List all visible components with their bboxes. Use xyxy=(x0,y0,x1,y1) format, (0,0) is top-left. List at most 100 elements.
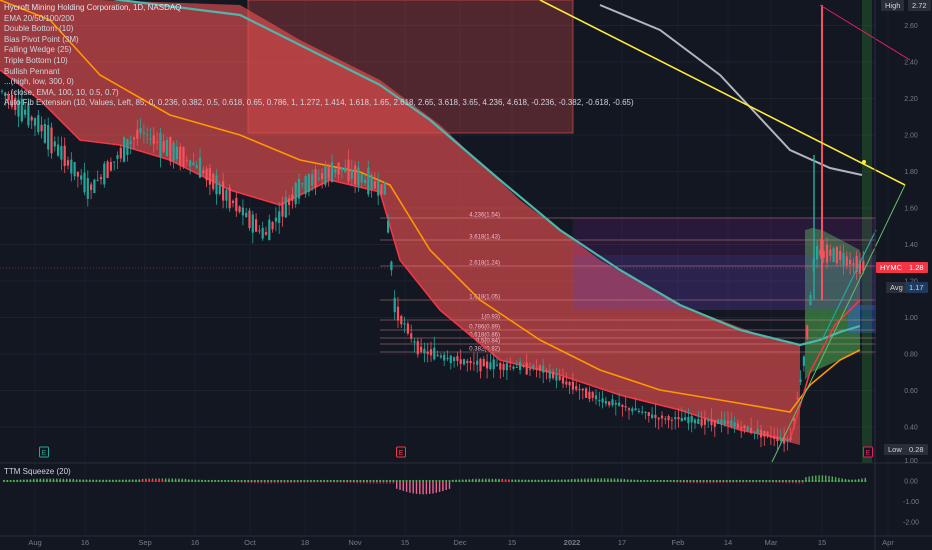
squeeze-dot xyxy=(587,479,590,483)
candle-body xyxy=(502,363,505,371)
candle-body xyxy=(317,178,320,180)
squeeze-dot xyxy=(854,479,857,483)
candle-body xyxy=(690,416,693,423)
fib-level-label: 1(0.93) xyxy=(481,315,500,321)
squeeze-dot xyxy=(771,479,775,483)
squeeze-dot xyxy=(55,479,58,483)
candle-body xyxy=(618,402,621,406)
price-axis-label: 2.20 xyxy=(904,96,918,103)
squeeze-dot xyxy=(455,479,458,483)
squeeze-dot xyxy=(580,479,583,483)
candle-body xyxy=(710,418,713,426)
squeeze-dot xyxy=(709,479,712,483)
legend-falling-wedge[interactable]: Falling Wedge (25) xyxy=(4,45,72,55)
candle-body xyxy=(753,431,756,433)
candle-body xyxy=(288,198,291,205)
legend-close-ema[interactable]: ...(close, EMA, 100, 10, 0.5, 0.7) xyxy=(4,87,119,97)
candle-body xyxy=(195,165,198,169)
candle-body xyxy=(816,245,819,260)
candle-body xyxy=(142,132,145,134)
legend-bias-pivot[interactable]: Bias Pivot Point (3M) xyxy=(4,34,79,44)
candle-body xyxy=(146,134,149,136)
price-axis-label: 1.60 xyxy=(904,206,918,213)
candle-body xyxy=(185,160,188,162)
squeeze-dot xyxy=(431,479,435,483)
time-axis-label: 2022 xyxy=(564,538,581,547)
squeeze-dot xyxy=(217,479,220,483)
squeeze-dot xyxy=(158,479,161,483)
candle-body xyxy=(466,360,469,363)
ttm-squeeze-label[interactable]: TTM Squeeze (20) xyxy=(4,467,71,476)
candle-body xyxy=(644,411,647,413)
squeeze-dot xyxy=(253,479,256,483)
avg-label-tag: Avg xyxy=(886,282,907,293)
earnings-marker-e: E xyxy=(866,450,871,457)
candle-body xyxy=(139,128,142,133)
squeeze-dot xyxy=(824,479,827,483)
candle-body xyxy=(806,325,809,339)
squeeze-dot xyxy=(365,479,369,483)
legend-high-low[interactable]: ...(high, low, 300, 0) xyxy=(4,77,74,87)
squeeze-dot xyxy=(240,479,243,483)
squeeze-dot xyxy=(16,479,19,483)
symbol-title[interactable]: Hycroft Mining Holding Corporation, 1D, … xyxy=(4,3,182,12)
squeeze-dot xyxy=(481,479,484,483)
squeeze-dot xyxy=(778,479,781,483)
candle-body xyxy=(509,365,512,367)
falling-wedge-trendline xyxy=(539,0,906,186)
squeeze-dot xyxy=(702,479,705,483)
legend-triple-bottom[interactable]: Triple Bottom (10) xyxy=(4,55,68,65)
squeeze-dot xyxy=(227,479,230,483)
squeeze-dot xyxy=(342,479,345,483)
squeeze-dot xyxy=(715,479,718,483)
pennant-upper-line xyxy=(819,4,911,61)
legend-auto-fib[interactable]: Auto Fib Extension (10, Values, Left, 85… xyxy=(4,98,634,108)
legend-bullish-pennant[interactable]: Bullish Pennant xyxy=(4,66,60,76)
candle-body xyxy=(449,355,452,364)
price-axis-label: 1.00 xyxy=(904,315,918,322)
candle-body xyxy=(825,244,829,263)
candle-body xyxy=(123,137,126,162)
candle-body xyxy=(387,220,390,233)
squeeze-dot xyxy=(761,479,765,483)
squeeze-dot xyxy=(293,479,296,483)
squeeze-dot xyxy=(464,479,468,483)
candle-body xyxy=(162,141,165,152)
legend-double-bottom[interactable]: Double Bottom (10) xyxy=(4,24,74,34)
squeeze-dot xyxy=(323,479,326,483)
candle-body xyxy=(674,417,677,420)
candle-body xyxy=(453,357,456,362)
candle-body xyxy=(314,168,317,188)
ema200-line xyxy=(599,4,863,176)
candle-body xyxy=(297,178,301,199)
candle-body xyxy=(545,370,548,372)
candle-body xyxy=(862,260,865,272)
squeeze-dot xyxy=(590,479,593,483)
candle-body xyxy=(604,400,607,404)
candle-body xyxy=(258,230,261,232)
candle-body xyxy=(799,379,802,382)
squeeze-dot xyxy=(111,479,114,483)
squeeze-dot xyxy=(412,479,415,483)
squeeze-dot xyxy=(101,479,105,483)
candle-body xyxy=(512,366,515,369)
squeeze-dot xyxy=(382,479,385,483)
squeeze-dot xyxy=(286,479,289,483)
squeeze-dot xyxy=(75,479,78,483)
squeeze-dot xyxy=(808,479,811,483)
candle-body xyxy=(60,146,63,160)
candle-body xyxy=(76,172,79,177)
candle-body xyxy=(377,180,380,196)
candle-body xyxy=(20,98,23,122)
squeeze-dot xyxy=(610,479,613,483)
squeeze-dot xyxy=(372,479,375,483)
squeeze-dot xyxy=(332,479,336,483)
osc-axis-label: -2.00 xyxy=(903,520,919,527)
candle-body xyxy=(634,408,637,411)
legend-ema[interactable]: EMA 20/50/100/200 xyxy=(4,13,75,23)
fib-level-label: 3.618(1.43) xyxy=(469,235,500,241)
squeeze-dot xyxy=(296,479,299,483)
